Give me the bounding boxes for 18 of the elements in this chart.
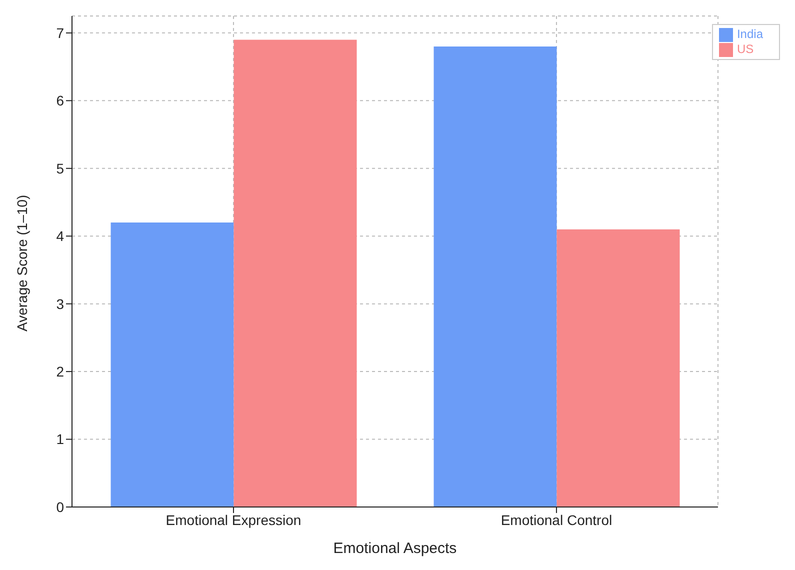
x-axis-title: Emotional Aspects: [333, 540, 457, 557]
bar: [234, 40, 357, 507]
legend-label: US: [736, 42, 754, 56]
bar: [434, 46, 557, 507]
y-tick-label: 0: [56, 498, 64, 515]
x-tick-label: Emotional Expression: [166, 512, 302, 528]
y-tick-label: 3: [56, 296, 64, 312]
y-tick-label: 7: [56, 24, 64, 41]
x-tick-label: Emotional Control: [500, 512, 612, 528]
y-tick-label: 6: [56, 92, 64, 109]
y-tick-label: 5: [56, 160, 64, 176]
y-tick-label: 4: [56, 228, 64, 244]
bar: [110, 222, 234, 507]
y-tick-label: 1: [56, 431, 64, 448]
legend-label: India: [736, 27, 763, 41]
y-axis-title: Average Score (1–10): [14, 194, 30, 332]
bar: [556, 229, 680, 507]
y-tick-label: 2: [56, 364, 64, 380]
